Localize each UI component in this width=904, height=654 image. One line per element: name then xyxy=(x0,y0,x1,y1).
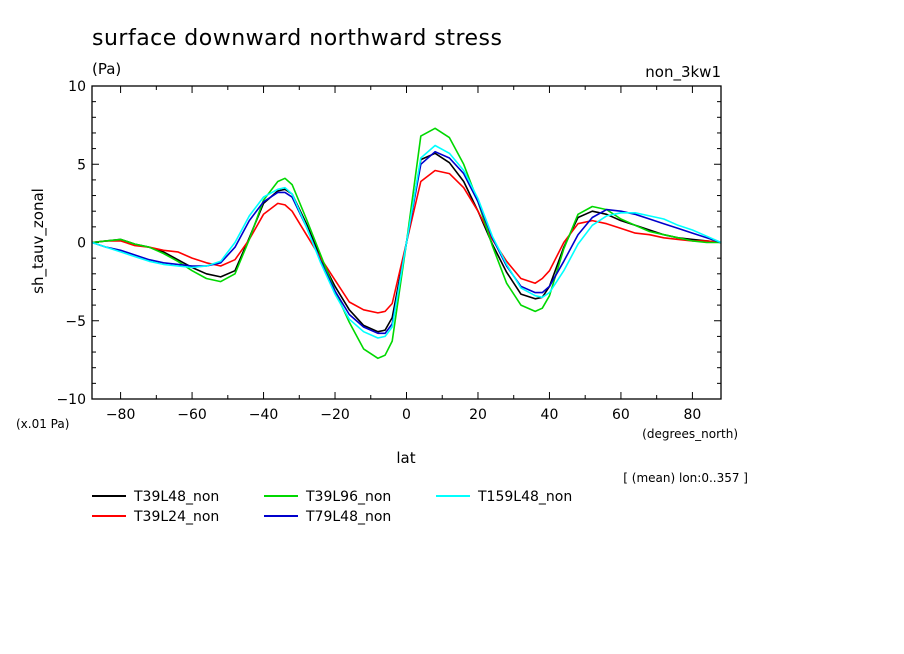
x-tick-label: −40 xyxy=(249,407,279,423)
x-tick-label: −20 xyxy=(320,407,350,423)
x-axis-label: lat xyxy=(396,449,415,467)
series-line-t39l24-non xyxy=(91,169,722,314)
legend-item: T79L48_non xyxy=(264,509,391,525)
y-tick-label: 5 xyxy=(77,157,86,173)
chart-units: (Pa) xyxy=(92,60,121,78)
x-tick-label: 40 xyxy=(541,407,559,423)
y-tick-label: 10 xyxy=(68,79,86,95)
legend-label: T39L24_non xyxy=(133,509,219,525)
x-tick-label: −80 xyxy=(106,407,136,423)
x-tick-label: −60 xyxy=(177,407,207,423)
averaging-note: [ (mean) lon:0..357 ] xyxy=(623,471,748,485)
x-units-label: (degrees_north) xyxy=(642,427,738,441)
series-lines xyxy=(91,127,722,360)
x-tick-label: 60 xyxy=(612,407,630,423)
y-tick-label: 0 xyxy=(77,236,86,252)
legend-item: T39L96_non xyxy=(264,489,391,505)
legend-label: T39L48_non xyxy=(133,489,219,505)
legend-item: T159L48_non xyxy=(436,489,572,505)
series-line-t159l48-non xyxy=(91,144,722,339)
x-tick-label: 20 xyxy=(469,407,487,423)
series-line-t39l96-non xyxy=(91,127,721,360)
y-tick-label: −5 xyxy=(65,314,86,330)
legend-label: T39L96_non xyxy=(305,489,391,505)
y-ticks: −10 −5 0 5 10 xyxy=(56,79,721,408)
legend-item: T39L24_non xyxy=(92,509,219,525)
legend-label: T159L48_non xyxy=(477,489,572,505)
legend-label: T79L48_non xyxy=(305,509,391,525)
x-tick-label: 0 xyxy=(402,407,411,423)
x-tick-label: 80 xyxy=(683,407,701,423)
x-ticks: −80 −60 −40 −20 0 20 40 60 80 xyxy=(106,86,701,423)
legend-item: T39L48_non xyxy=(92,489,219,505)
y-axis-label: sh_tauv_zonal xyxy=(29,188,48,294)
legend: T39L48_non T39L96_non T159L48_non T39L24_no… xyxy=(92,489,572,525)
plot-frame xyxy=(91,85,722,400)
experiment-label: non_3kw1 xyxy=(645,63,721,82)
y-scale-note: (x.01 Pa) xyxy=(16,417,69,431)
chart-title: surface downward northward stress xyxy=(92,26,502,51)
y-tick-label: −10 xyxy=(56,392,86,408)
